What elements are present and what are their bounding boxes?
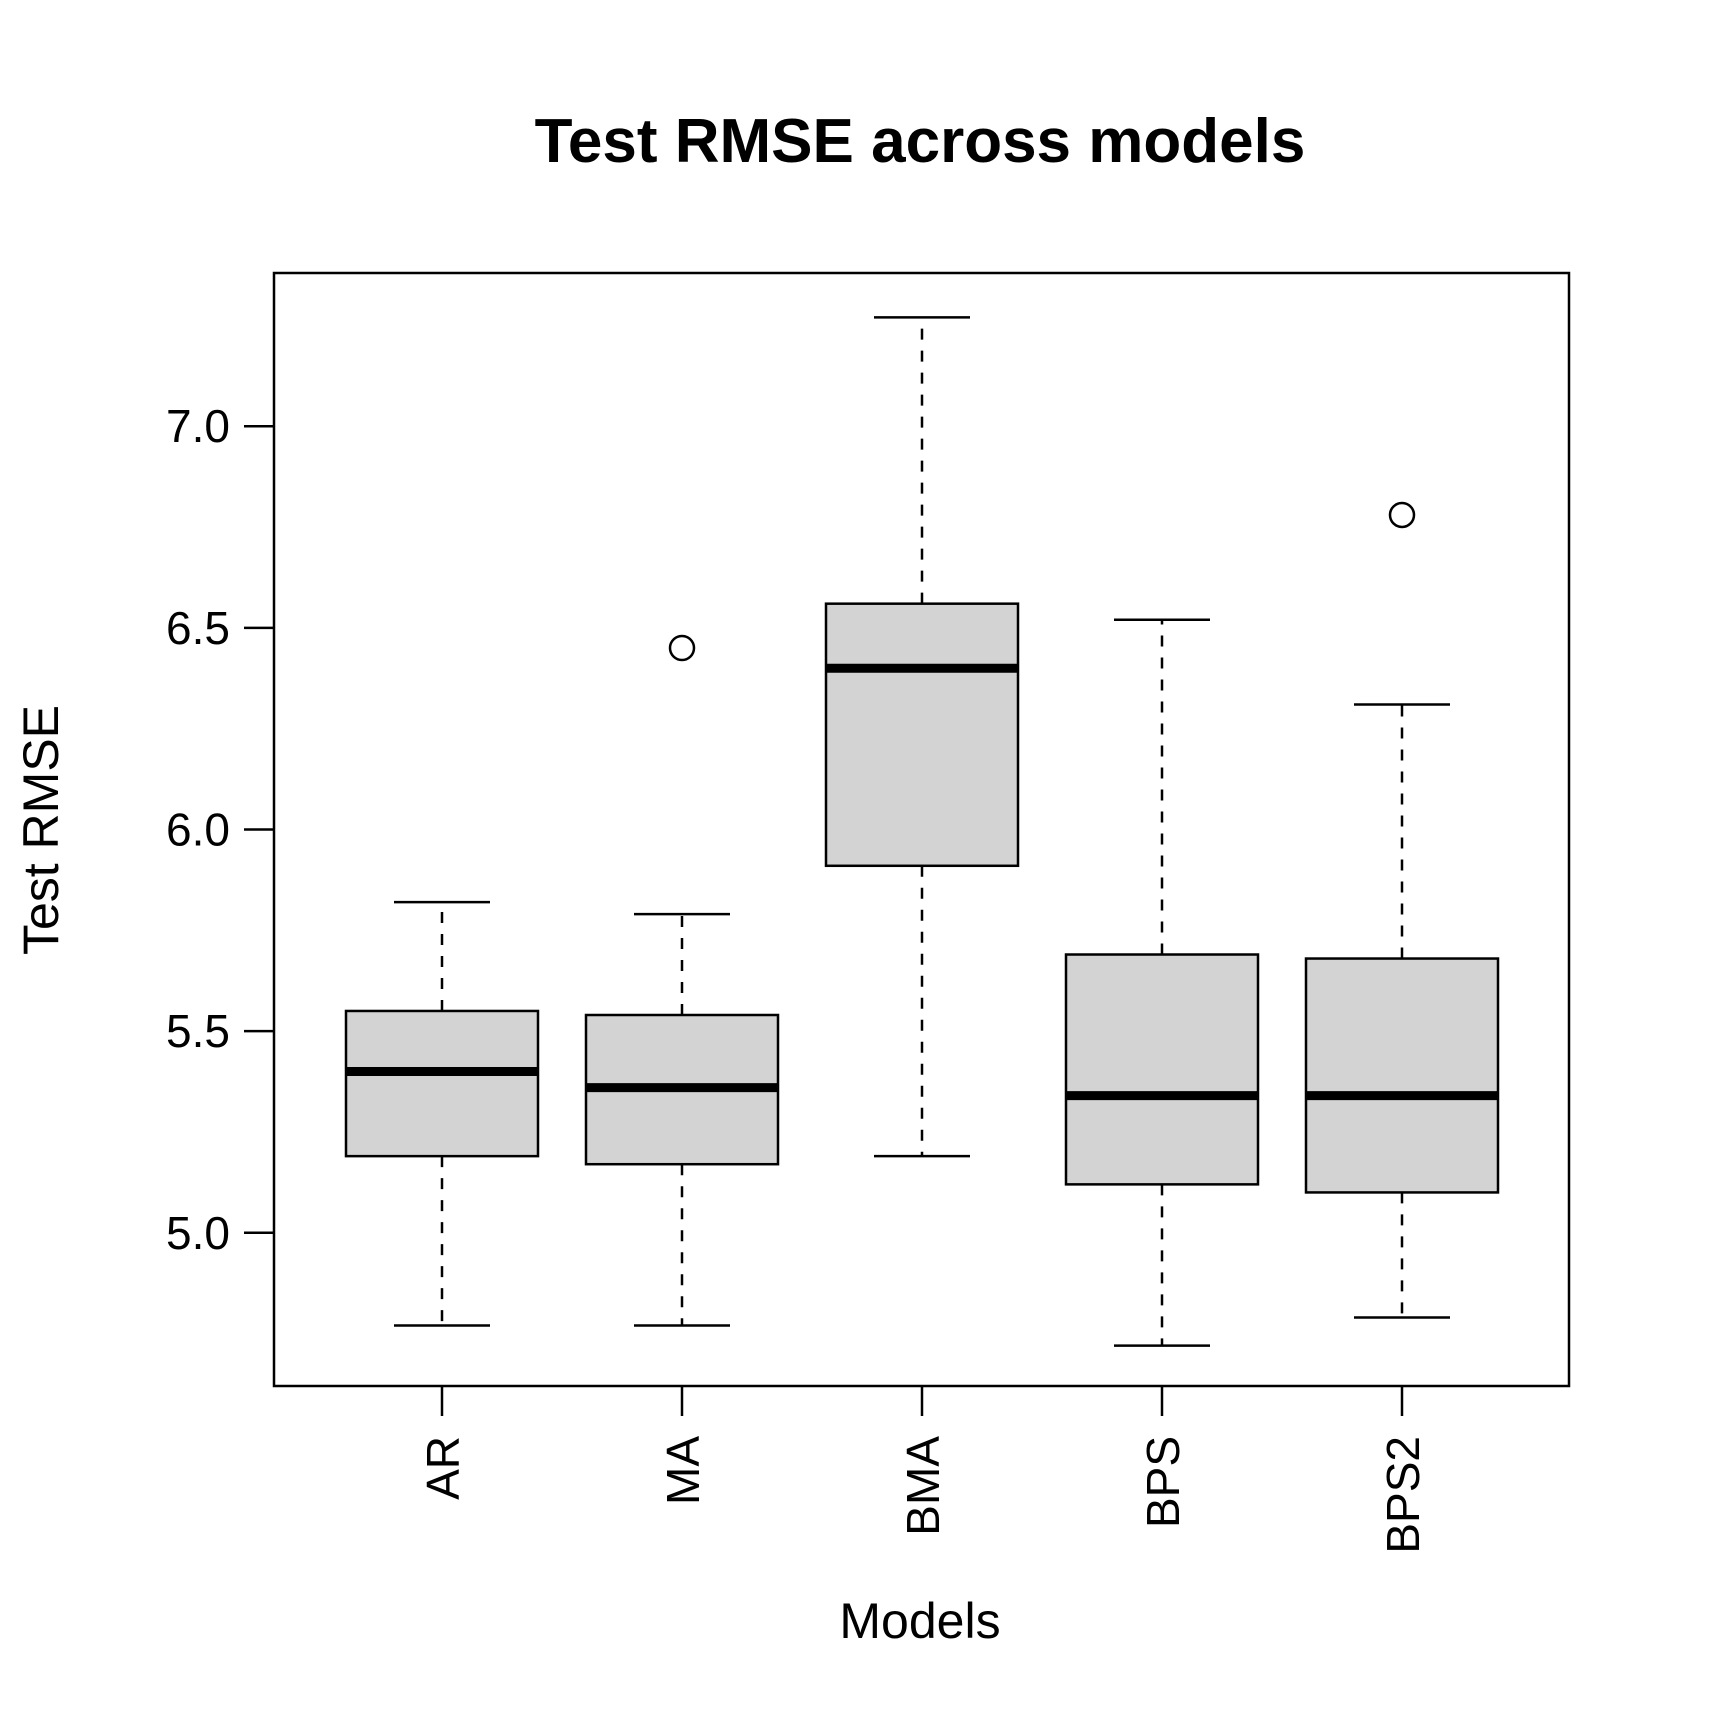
- x-tick-label: BPS: [1137, 1436, 1189, 1528]
- plot-area: 5.0 5.5 6.0 6.5 7.0 AR MA BMA BPS BPS2: [166, 271, 1571, 1554]
- x-tick-label: AR: [417, 1436, 469, 1500]
- y-tick-label: 7.0: [166, 400, 230, 452]
- x-tick-label: MA: [657, 1436, 709, 1505]
- x-tick-label: BPS2: [1377, 1436, 1429, 1554]
- y-tick-label: 6.5: [166, 602, 230, 654]
- y-tick-label: 6.0: [166, 804, 230, 856]
- y-tick-label: 5.0: [166, 1207, 230, 1259]
- outlier-point: [1388, 501, 1416, 529]
- box-ar: [344, 1009, 540, 1158]
- y-tick-label: 5.5: [166, 1005, 230, 1057]
- box-bma: [824, 602, 1020, 868]
- box-bps: [1064, 953, 1260, 1186]
- chart-title: Test RMSE across models: [535, 107, 1306, 176]
- x-tick-label: BMA: [897, 1436, 949, 1536]
- outlier-point: [668, 634, 696, 662]
- x-axis-label: Models: [839, 1593, 1000, 1649]
- y-axis-label: Test RMSE: [13, 705, 69, 955]
- box-bps2: [1304, 957, 1500, 1194]
